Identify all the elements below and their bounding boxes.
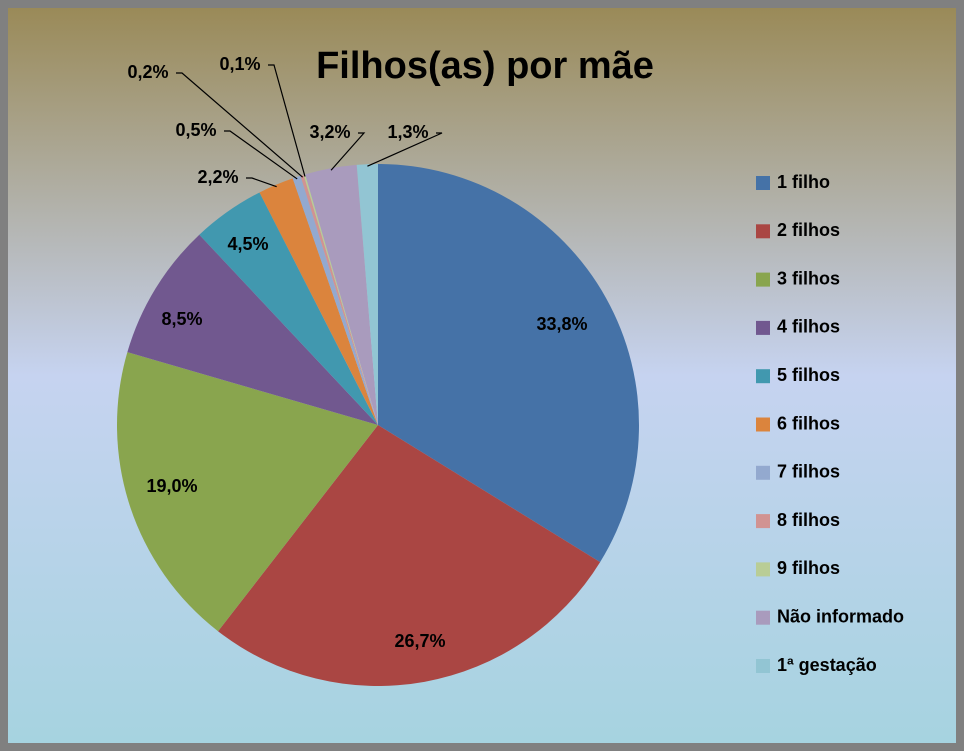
- legend-swatch: [756, 272, 770, 287]
- legend-label: 7 filhos: [777, 462, 840, 482]
- legend-swatch: [756, 465, 770, 480]
- pie-slice: [305, 164, 378, 426]
- data-label: 4,5%: [227, 234, 268, 254]
- pie-slice: [259, 178, 378, 425]
- pie-slice: [127, 234, 379, 425]
- leader-line: [330, 132, 366, 171]
- legend-swatch: [756, 659, 770, 673]
- pie-slice: [199, 192, 378, 425]
- leader-line: [268, 64, 306, 177]
- pie-slice: [300, 174, 378, 425]
- legend-swatch: [756, 176, 770, 190]
- legend-label: Não informado: [777, 606, 904, 626]
- pie-slice: [356, 164, 378, 425]
- leader-line: [246, 177, 277, 188]
- legend-label: 9 filhos: [777, 558, 840, 578]
- leader-line: [224, 130, 298, 180]
- data-label: 26,7%: [394, 631, 445, 651]
- legend-label: 8 filhos: [777, 510, 840, 530]
- chart-title: Filhos(as) por mãe: [316, 45, 654, 87]
- legend-swatch: [756, 417, 770, 432]
- legend-swatch: [756, 610, 770, 625]
- legend-label: 4 filhos: [777, 317, 840, 337]
- legend-label: 1 filho: [777, 172, 830, 192]
- legend-label: 1ª gestação: [777, 655, 877, 675]
- data-label: 0,1%: [219, 54, 260, 74]
- legend-label: 5 filhos: [777, 365, 840, 385]
- legend-swatch: [756, 562, 770, 577]
- data-label: 0,5%: [175, 120, 216, 140]
- legend-swatch: [756, 224, 770, 239]
- data-label: 3,2%: [309, 122, 350, 142]
- data-label: 0,2%: [127, 62, 168, 82]
- legend-label: 3 filhos: [777, 268, 840, 288]
- data-label: 33,8%: [536, 314, 587, 334]
- data-label: 8,5%: [161, 309, 202, 329]
- data-label: 1,3%: [387, 122, 428, 142]
- pie-slice: [292, 175, 378, 425]
- pie-slice: [303, 174, 378, 425]
- pie-slice: [378, 164, 639, 563]
- legend-swatch: [756, 320, 770, 335]
- legend-label: 6 filhos: [777, 413, 840, 433]
- legend-swatch: [756, 514, 770, 529]
- pie-slice: [218, 425, 601, 686]
- legend-label: 2 filhos: [777, 220, 840, 240]
- legend-swatch: [756, 369, 770, 384]
- data-label: 2,2%: [197, 167, 238, 187]
- data-label: 19,0%: [146, 476, 197, 496]
- leader-line: [367, 132, 443, 167]
- pie-slice: [116, 352, 379, 632]
- leader-line: [176, 72, 304, 178]
